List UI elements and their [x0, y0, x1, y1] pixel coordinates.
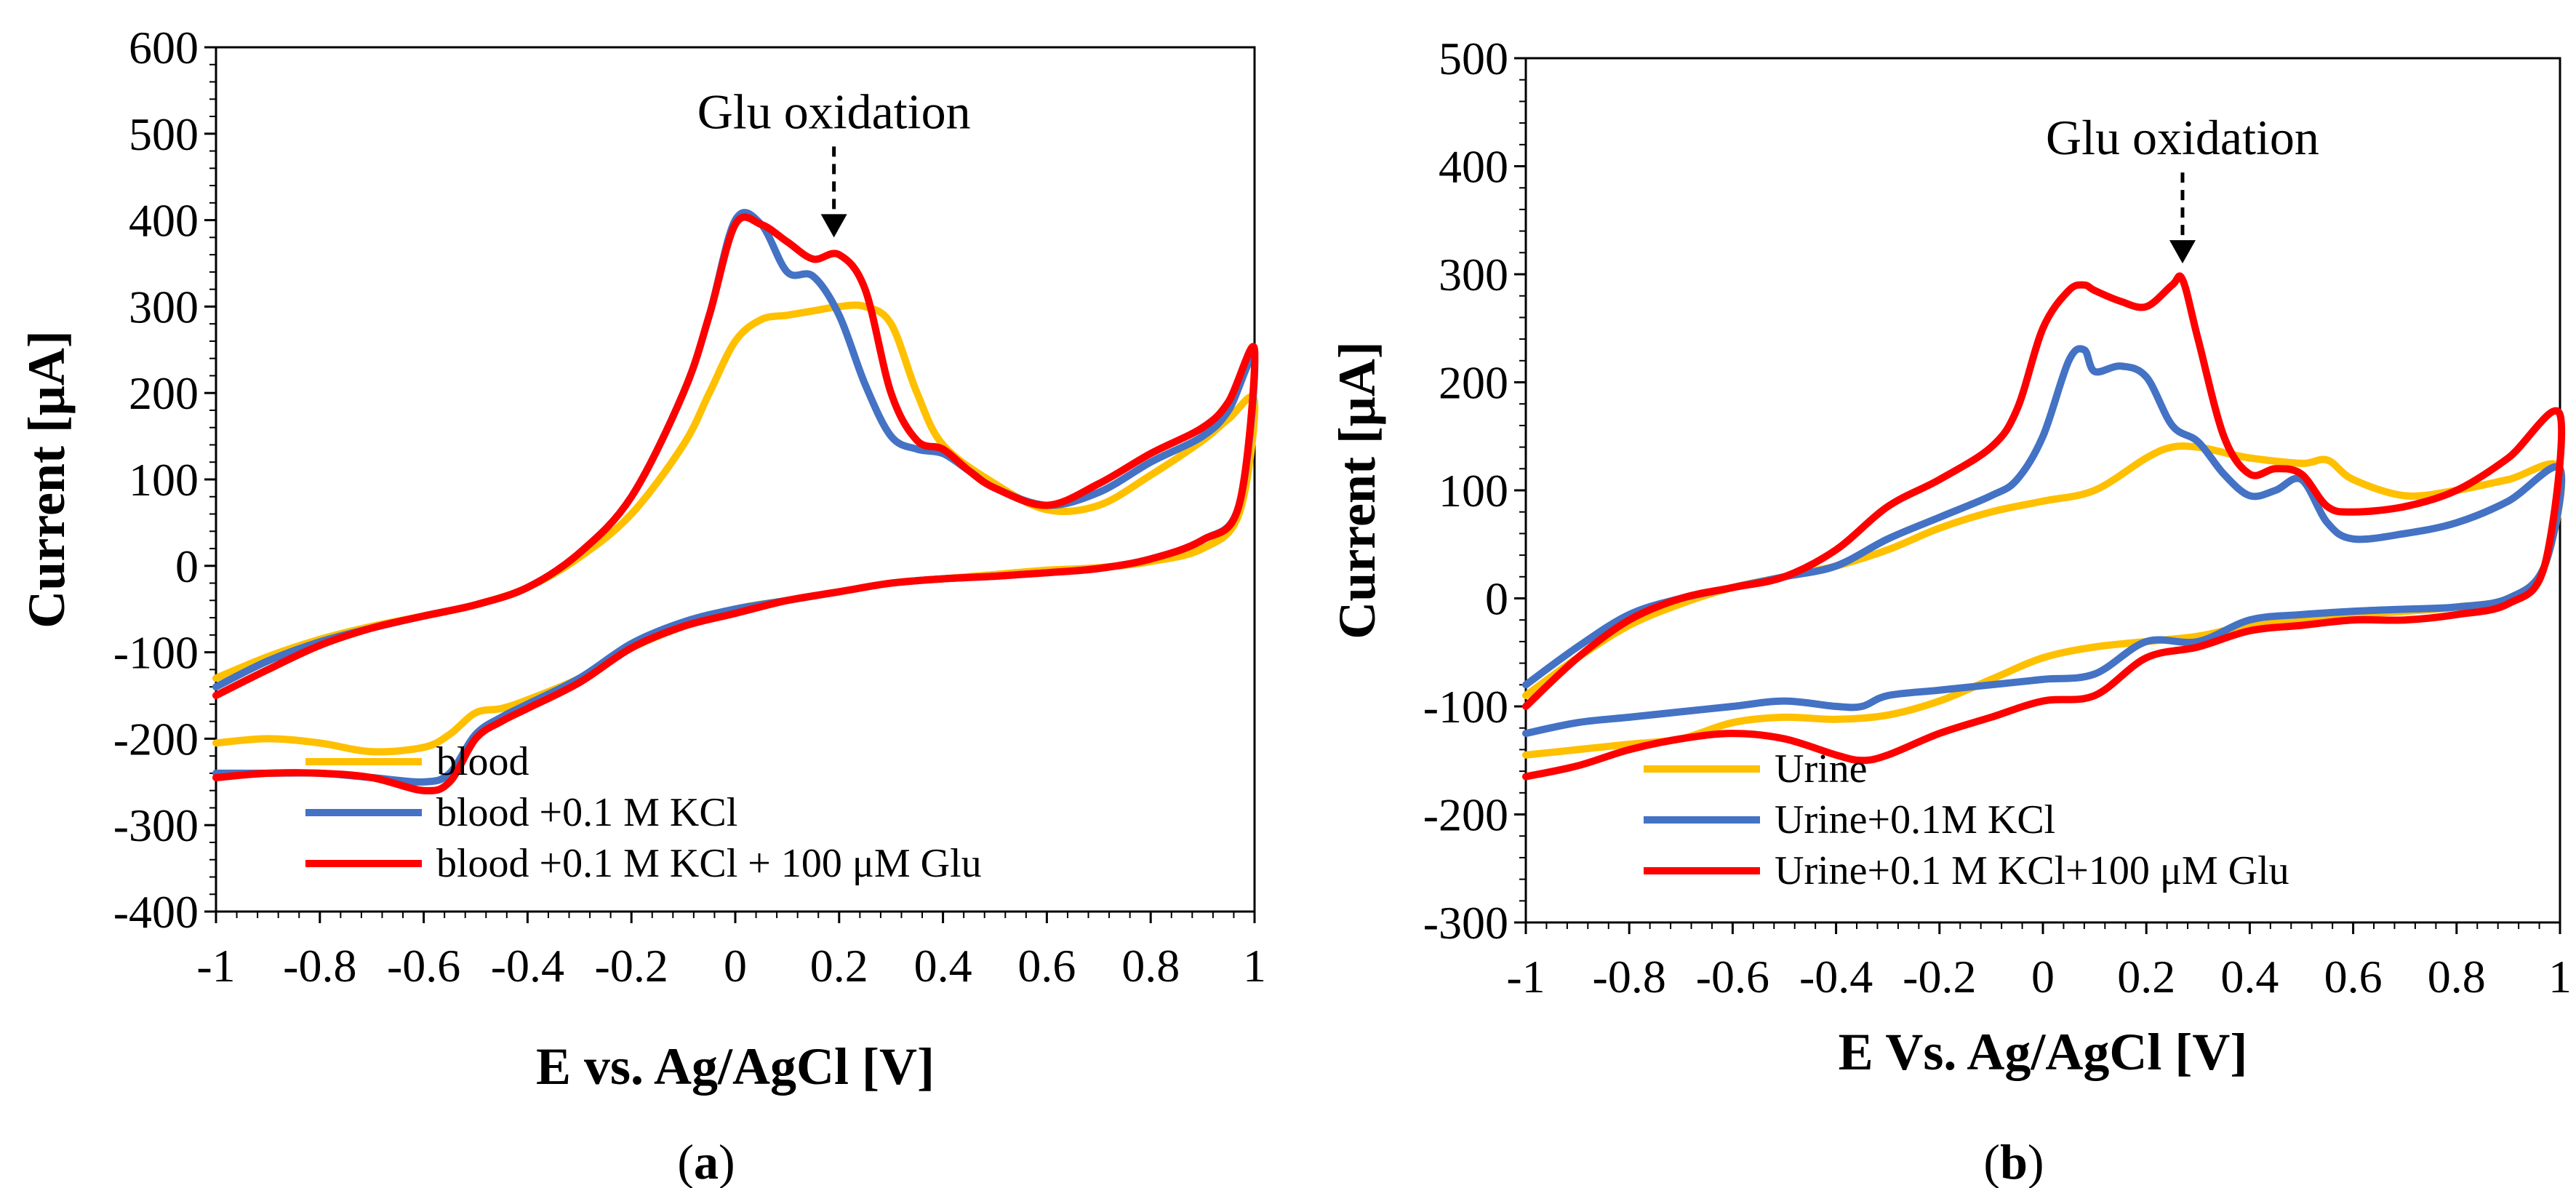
- y-tick-label: 100: [129, 454, 199, 506]
- x-tick-label: -0.8: [1593, 951, 1666, 1002]
- caption-open: (: [1983, 1134, 2000, 1188]
- x-tick-label: -0.2: [595, 940, 668, 992]
- caption-close: ): [2028, 1134, 2044, 1188]
- caption-letter: a: [694, 1134, 719, 1188]
- annotation-label: Glu oxidation: [2046, 110, 2319, 165]
- x-tick-label: -0.6: [387, 940, 460, 992]
- series-line-2: [1522, 345, 2566, 738]
- y-tick-label: -200: [1423, 789, 1508, 841]
- chart-a: 600 500 400 300 200 100 0 -100 -200 -300 -400-1 -0.…: [17, 22, 1266, 1188]
- y-tick-label: 200: [1439, 357, 1508, 409]
- y-tick-label: 500: [129, 108, 199, 160]
- y-tick-label: -100: [1423, 681, 1508, 733]
- y-tick-label: -100: [113, 627, 199, 679]
- y-tick-label: -200: [113, 713, 199, 765]
- annotation-arrow-head: [2169, 240, 2196, 264]
- series-line-3: [212, 213, 1259, 794]
- x-tick-label: 0.4: [914, 940, 972, 992]
- legend-label-1: blood: [436, 739, 529, 784]
- x-tick-label: -0.8: [283, 940, 356, 992]
- x-axis-title: E vs. Ag/AgCl [V]: [536, 1037, 935, 1096]
- x-tick-label: 0.6: [2324, 951, 2383, 1002]
- y-tick-label: 0: [1485, 573, 1508, 625]
- x-tick-label: 0.6: [1017, 940, 1076, 992]
- y-tick-label: 400: [1439, 141, 1508, 193]
- figure-caption: (b): [1983, 1134, 2044, 1188]
- y-axis-title: Current [μA]: [1328, 341, 1386, 639]
- caption-close: ): [719, 1134, 735, 1188]
- legend-label-2: blood +0.1 M KCl: [436, 790, 737, 835]
- y-tick-label: -400: [113, 886, 199, 938]
- x-tick-label: -1: [1506, 951, 1545, 1002]
- x-tick-label: 1: [1243, 940, 1266, 992]
- y-axis-title: Current [μA]: [17, 330, 76, 628]
- y-tick-label: 200: [129, 367, 199, 419]
- x-tick-label: 0: [724, 940, 747, 992]
- y-tick-label: 400: [129, 195, 199, 247]
- y-tick-label: 300: [1439, 249, 1508, 300]
- x-tick-label: 1: [2548, 951, 2572, 1002]
- annotation-label: Glu oxidation: [697, 84, 971, 139]
- legend-label-2: Urine+0.1M KCl: [1775, 797, 2055, 842]
- x-tick-label: 0: [2031, 951, 2055, 1002]
- annotation-arrow-head: [820, 214, 847, 238]
- x-tick-label: -0.4: [491, 940, 564, 992]
- x-tick-label: 0.2: [2117, 951, 2175, 1002]
- series-line-3: [1522, 272, 2566, 781]
- x-tick-label: -0.4: [1799, 951, 1873, 1002]
- x-tick-label: 0.2: [810, 940, 868, 992]
- chart-b: 500 400 300 200 100 0 -100 -200 -300-1 -0.8 -0.6 -0…: [1328, 33, 2572, 1188]
- caption-letter: b: [2000, 1134, 2028, 1188]
- legend-label-3: blood +0.1 M KCl + 100 μM Glu: [436, 841, 982, 886]
- x-axis-title: E Vs. Ag/AgCl [V]: [1839, 1023, 2248, 1081]
- y-tick-label: -300: [113, 800, 199, 851]
- y-tick-label: 600: [129, 22, 199, 73]
- y-tick-label: 100: [1439, 465, 1508, 517]
- y-tick-label: 0: [175, 541, 199, 592]
- series-line-1: [1522, 442, 2566, 759]
- x-tick-label: -0.6: [1696, 951, 1769, 1002]
- figure-caption: (a): [677, 1134, 735, 1188]
- y-tick-label: -300: [1423, 897, 1508, 949]
- x-tick-label: 0.4: [2220, 951, 2279, 1002]
- x-tick-label: 0.8: [1121, 940, 1180, 992]
- x-tick-label: -0.2: [1903, 951, 1976, 1002]
- x-tick-label: 0.8: [2428, 951, 2486, 1002]
- caption-open: (: [677, 1134, 694, 1188]
- legend-label-3: Urine+0.1 M KCl+100 μM Glu: [1775, 848, 2289, 893]
- y-tick-label: 300: [129, 281, 199, 332]
- legend-label-1: Urine: [1775, 746, 1868, 792]
- x-tick-label: -1: [196, 940, 235, 992]
- y-tick-label: 500: [1439, 33, 1508, 84]
